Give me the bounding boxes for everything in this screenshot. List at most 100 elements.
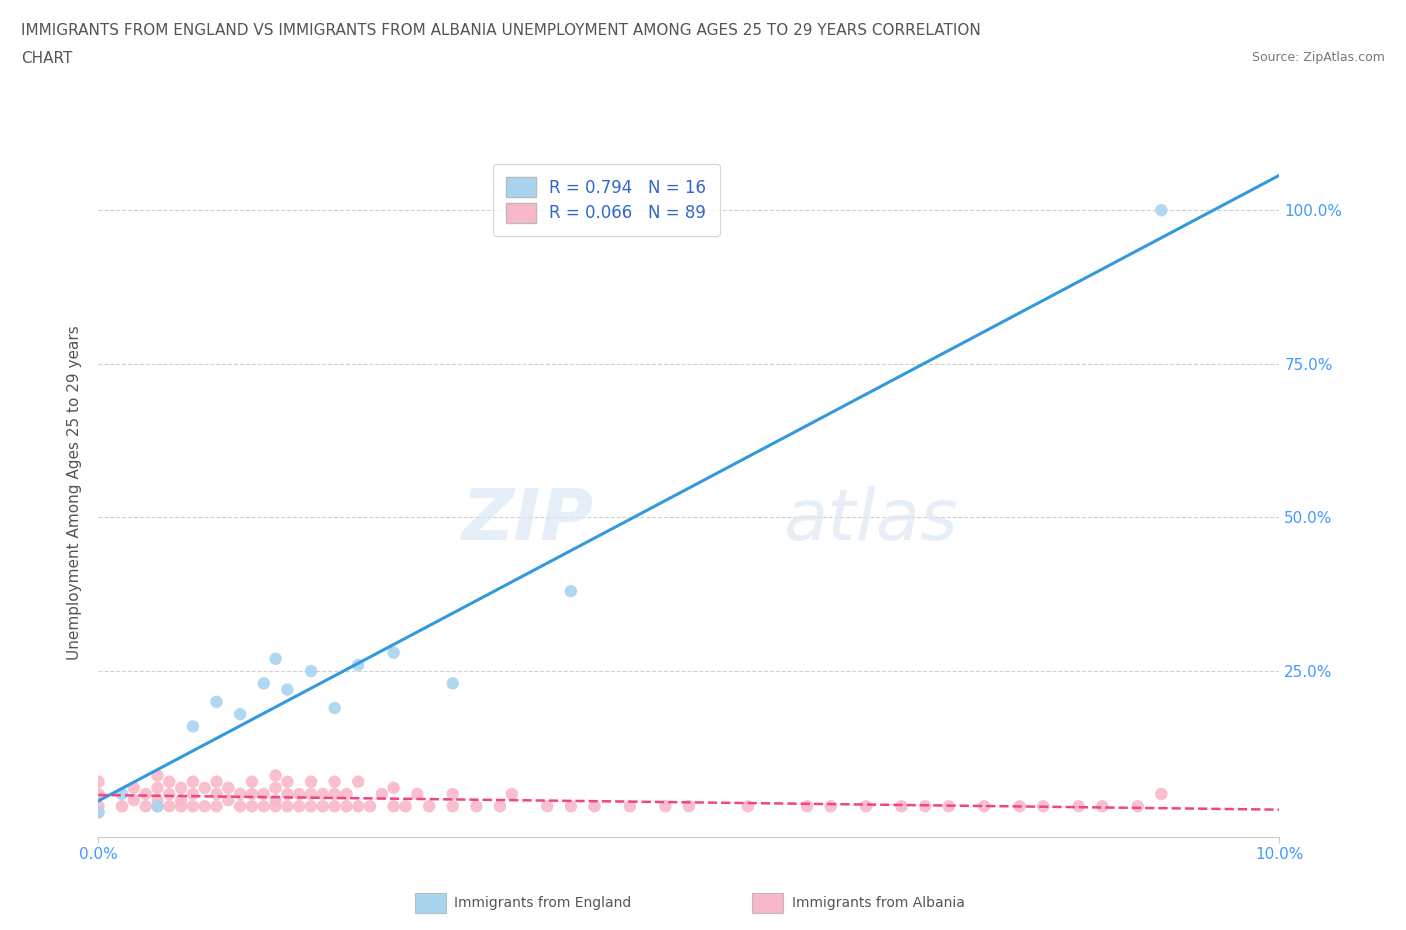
- Point: [359, 799, 381, 814]
- Point: [855, 799, 877, 814]
- Point: [501, 787, 523, 802]
- Point: [382, 645, 405, 660]
- Point: [299, 799, 322, 814]
- Point: [382, 780, 405, 795]
- Point: [737, 799, 759, 814]
- Point: [890, 799, 912, 814]
- Point: [205, 775, 228, 790]
- Point: [253, 787, 276, 802]
- Point: [335, 799, 357, 814]
- Point: [418, 799, 440, 814]
- Point: [111, 787, 134, 802]
- Point: [914, 799, 936, 814]
- Point: [181, 775, 204, 790]
- Point: [253, 799, 276, 814]
- Point: [146, 799, 169, 814]
- Point: [288, 787, 311, 802]
- Point: [371, 787, 394, 802]
- Point: [299, 775, 322, 790]
- Point: [1150, 787, 1173, 802]
- Point: [135, 787, 157, 802]
- Point: [678, 799, 700, 814]
- Point: [312, 799, 335, 814]
- Point: [264, 651, 287, 666]
- Point: [87, 775, 110, 790]
- Point: [122, 792, 145, 807]
- Point: [240, 787, 263, 802]
- Legend: R = 0.794   N = 16, R = 0.066   N = 89: R = 0.794 N = 16, R = 0.066 N = 89: [492, 164, 720, 236]
- Point: [205, 787, 228, 802]
- Point: [323, 775, 346, 790]
- Point: [1067, 799, 1090, 814]
- Point: [205, 799, 228, 814]
- Point: [157, 775, 180, 790]
- Point: [170, 780, 193, 795]
- Point: [560, 799, 582, 814]
- Point: [323, 787, 346, 802]
- Point: [299, 787, 322, 802]
- Point: [312, 787, 335, 802]
- Point: [194, 799, 217, 814]
- Point: [264, 792, 287, 807]
- Point: [135, 799, 157, 814]
- Point: [181, 799, 204, 814]
- Point: [122, 780, 145, 795]
- Point: [619, 799, 641, 814]
- Point: [264, 780, 287, 795]
- Point: [654, 799, 676, 814]
- Point: [170, 799, 193, 814]
- Point: [87, 787, 110, 802]
- Text: Immigrants from England: Immigrants from England: [454, 896, 631, 910]
- Point: [382, 799, 405, 814]
- Point: [973, 799, 995, 814]
- Point: [276, 775, 298, 790]
- Point: [299, 664, 322, 679]
- Point: [583, 799, 606, 814]
- Point: [146, 799, 169, 814]
- Point: [323, 700, 346, 715]
- Text: Immigrants from Albania: Immigrants from Albania: [792, 896, 965, 910]
- Point: [276, 787, 298, 802]
- Point: [276, 799, 298, 814]
- Text: IMMIGRANTS FROM ENGLAND VS IMMIGRANTS FROM ALBANIA UNEMPLOYMENT AMONG AGES 25 TO: IMMIGRANTS FROM ENGLAND VS IMMIGRANTS FR…: [21, 23, 981, 38]
- Point: [406, 787, 429, 802]
- Text: Source: ZipAtlas.com: Source: ZipAtlas.com: [1251, 51, 1385, 64]
- Point: [441, 799, 464, 814]
- Point: [111, 799, 134, 814]
- Point: [1091, 799, 1114, 814]
- Point: [217, 780, 239, 795]
- Point: [264, 799, 287, 814]
- Point: [240, 799, 263, 814]
- Point: [87, 805, 110, 820]
- Point: [194, 780, 217, 795]
- Point: [1032, 799, 1054, 814]
- Point: [820, 799, 842, 814]
- Point: [465, 799, 488, 814]
- Point: [347, 799, 370, 814]
- Text: CHART: CHART: [21, 51, 73, 66]
- Point: [157, 787, 180, 802]
- Point: [560, 584, 582, 599]
- Point: [441, 676, 464, 691]
- Point: [288, 799, 311, 814]
- Point: [323, 799, 346, 814]
- Point: [217, 792, 239, 807]
- Point: [1150, 203, 1173, 218]
- Point: [229, 707, 252, 722]
- Point: [441, 787, 464, 802]
- Point: [347, 658, 370, 672]
- Point: [240, 775, 263, 790]
- Text: ZIP: ZIP: [463, 486, 595, 555]
- Y-axis label: Unemployment Among Ages 25 to 29 years: Unemployment Among Ages 25 to 29 years: [67, 326, 83, 660]
- Point: [536, 799, 558, 814]
- Point: [1126, 799, 1149, 814]
- Point: [87, 799, 110, 814]
- Point: [181, 719, 204, 734]
- Point: [796, 799, 818, 814]
- Point: [146, 768, 169, 783]
- Point: [170, 792, 193, 807]
- Point: [229, 787, 252, 802]
- Point: [229, 799, 252, 814]
- Point: [276, 682, 298, 697]
- Point: [157, 799, 180, 814]
